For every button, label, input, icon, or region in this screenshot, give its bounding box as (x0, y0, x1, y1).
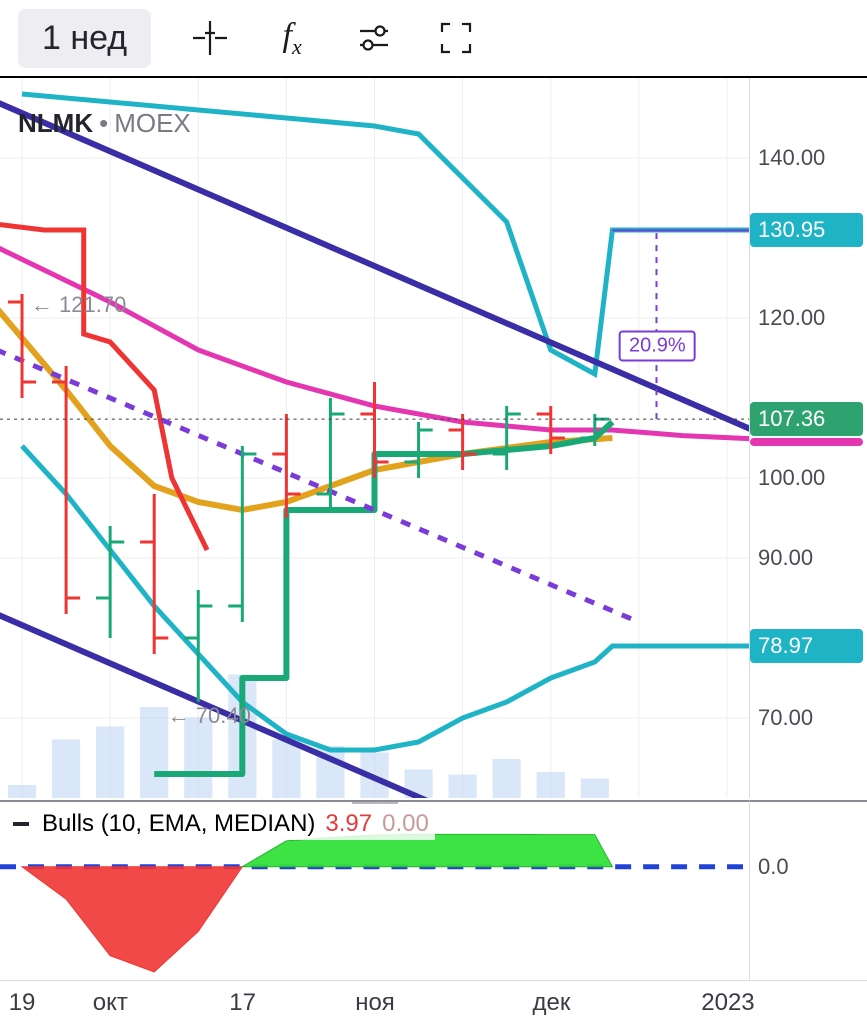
y-tick-label: 140.00 (758, 145, 825, 171)
y-tick-label: 100.00 (758, 465, 825, 491)
y-price-tag: 130.95 (750, 213, 863, 247)
settings-icon[interactable] (351, 15, 397, 61)
app-root: 1 нед fx NLMK•MOEX ← 121.70 ← 70.40 (0, 0, 867, 78)
crosshair-icon[interactable] (187, 15, 233, 61)
y-tick-label: 70.00 (758, 705, 813, 731)
indicator-y-axis[interactable]: 0.0 (750, 800, 867, 980)
timeframe-button[interactable]: 1 нед (18, 9, 151, 68)
x-tick-label: окт (93, 989, 128, 1017)
y-price-tag: 107.36 (750, 402, 863, 436)
price-y-axis[interactable]: 70.00 90.00 100.00 120.00 140.00 130.95 107.36… (750, 78, 867, 798)
toolbar: 1 нед fx (0, 0, 867, 78)
price-arrow-high: ← 121.70 (31, 292, 126, 318)
indicator-name: Bulls (10, EMA, MEDIAN) (42, 810, 315, 838)
indicator-legend[interactable]: Bulls (10, EMA, MEDIAN) 3.97 0.00 (4, 808, 435, 840)
x-tick-label: ноя (355, 989, 395, 1017)
x-tick-label: 19 (9, 989, 36, 1017)
time-x-axis[interactable]: 19 окт 17 ноя дек 2023 (0, 980, 867, 1024)
x-tick-label: 17 (229, 989, 256, 1017)
indicator-zero-label: 0.0 (758, 854, 789, 880)
indicators-icon[interactable]: fx (269, 15, 315, 61)
percent-change-box[interactable]: 20.9% (619, 331, 696, 362)
x-tick-label: дек (533, 989, 571, 1017)
fullscreen-icon[interactable] (433, 15, 479, 61)
indicator-value-2: 0.00 (382, 810, 429, 838)
price-chart-pane[interactable]: NLMK•MOEX ← 121.70 ← 70.40 20.9% (0, 78, 750, 798)
indicator-pane[interactable]: Bulls (10, EMA, MEDIAN) 3.97 0.00 (0, 800, 750, 980)
y-price-tag (750, 438, 863, 446)
price-arrow-low: ← 70.40 (168, 703, 251, 729)
price-chart-svg (0, 78, 749, 798)
indicator-value-1: 3.97 (325, 810, 372, 838)
ticker-label: NLMK•MOEX (18, 108, 191, 139)
y-price-tag: 78.97 (750, 629, 863, 663)
x-tick-label: 2023 (701, 989, 754, 1017)
ticker-exchange: MOEX (114, 108, 191, 138)
indicator-visibility-icon[interactable] (10, 813, 32, 835)
ticker-symbol: NLMK (18, 108, 93, 138)
y-tick-label: 120.00 (758, 305, 825, 331)
y-tick-label: 90.00 (758, 545, 813, 571)
